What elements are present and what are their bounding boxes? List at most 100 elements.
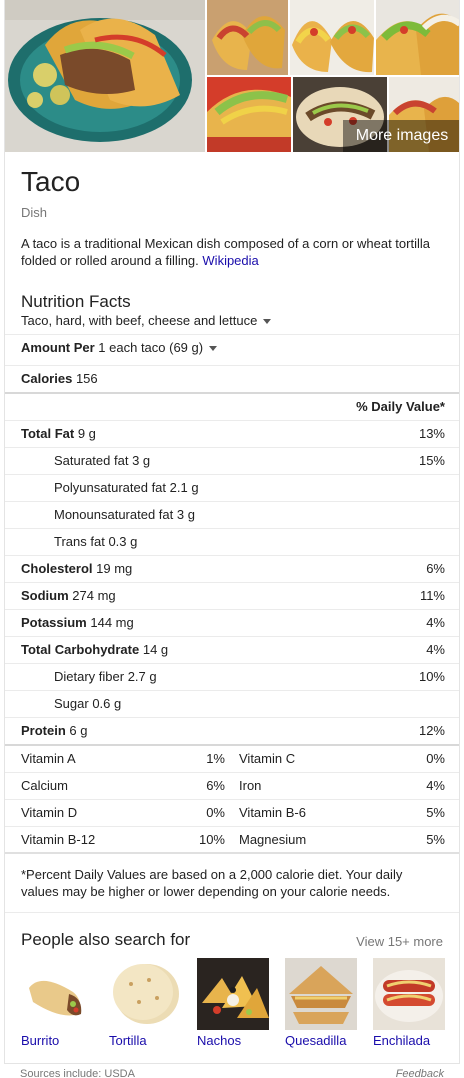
vitamin-row: Vitamin A 1% Vitamin C 0%	[5, 744, 459, 771]
more-images-button[interactable]: More images	[343, 120, 459, 152]
quesadilla-image	[285, 958, 357, 1030]
nutrient-label: Trans fat	[54, 534, 105, 549]
people-also-search-title: People also search for	[21, 930, 191, 949]
nutrient-row-total-carbohydrate: Total Carbohydrate 14 g 4%	[5, 636, 459, 663]
nutrient-value: 144 mg	[90, 615, 134, 630]
related-item-name: Enchilada	[373, 1033, 431, 1048]
nutrient-value: 2.1 g	[169, 480, 199, 495]
nutrient-pct: 13%	[418, 426, 445, 441]
nutrient-value: 2.7 g	[127, 669, 157, 684]
entity-subtitle: Dish	[21, 205, 48, 220]
nutrient-row-dietary-fiber: Dietary fiber 2.7 g 10%	[5, 663, 459, 690]
nutrient-row-saturated-fat: Saturated fat 3 g 15%	[5, 447, 459, 474]
taco-thumbnail-1[interactable]	[207, 0, 288, 75]
taco-thumbnail-4[interactable]	[207, 77, 291, 152]
divider	[5, 912, 459, 913]
divider	[5, 852, 459, 854]
nutrient-pct: 11%	[419, 588, 445, 603]
nutrient-value: 0.6 g	[92, 696, 122, 711]
sources-note: Sources include: USDA	[20, 1068, 135, 1078]
nutrient-label: Cholesterol	[21, 561, 93, 576]
calories-row: Calories 156	[5, 365, 459, 392]
wikipedia-link[interactable]: Wikipedia	[202, 253, 259, 268]
food-item-selector[interactable]: Taco, hard, with beef, cheese and lettuc…	[21, 313, 272, 328]
taco-thumbnail-5[interactable]	[293, 77, 387, 152]
nutrient-label: Protein	[21, 723, 66, 738]
serving-size-value: 1 each taco (69 g)	[98, 340, 204, 355]
nutrient-pct: 15%	[418, 453, 445, 468]
vitamin-label: Vitamin B-12	[21, 832, 96, 847]
nutrient-pct: 12%	[418, 723, 445, 738]
nutrient-pct: 10%	[418, 669, 445, 684]
vitamin-pct: 5%	[426, 805, 445, 820]
nutrient-value: 19 mg	[96, 561, 133, 576]
vitamin-label: Vitamin C	[239, 751, 296, 766]
nutrient-label: Monounsaturated fat	[54, 507, 174, 522]
nutrition-facts-title: Nutrition Facts	[21, 292, 131, 311]
vitamin-pct: 10%	[198, 832, 225, 847]
vitamin-label: Vitamin B-6	[239, 805, 306, 820]
nutrient-row-sugar: Sugar 0.6 g	[5, 690, 459, 717]
serving-size-selector[interactable]: Amount Per 1 each taco (69 g)	[5, 334, 459, 361]
nutrient-row-potassium: Potassium 144 mg 4%	[5, 609, 459, 636]
nutrient-value: 6 g	[69, 723, 88, 738]
taco-main-image[interactable]	[5, 0, 205, 152]
taco-thumbnail-3[interactable]	[376, 0, 459, 75]
daily-value-footnote: *Percent Daily Values are based on a 2,0…	[21, 867, 403, 899]
nutrient-value: 9 g	[77, 426, 96, 441]
burrito-image	[21, 958, 93, 1030]
amount-per-label: Amount Per	[21, 340, 95, 355]
related-item-burrito[interactable]: Burrito	[21, 958, 94, 1048]
nutrient-label: Polyunsaturated fat	[54, 480, 167, 495]
nutrient-value: 274 mg	[72, 588, 116, 603]
entity-description: A taco is a traditional Mexican dish com…	[21, 235, 449, 269]
vitamin-pct: 0%	[206, 805, 225, 820]
vitamin-pct: 6%	[206, 778, 225, 793]
nutrient-value: 14 g	[142, 642, 169, 657]
nutrient-value: 3 g	[132, 453, 151, 468]
nutrient-label: Saturated fat	[54, 453, 129, 468]
chevron-down-icon	[209, 346, 218, 352]
related-item-enchilada[interactable]: Enchilada	[373, 958, 446, 1048]
nutrient-pct: 4%	[426, 615, 445, 630]
nutrient-row-polyunsaturated-fat: Polyunsaturated fat 2.1 g	[5, 474, 459, 501]
nutrient-row-sodium: Sodium 274 mg 11%	[5, 582, 459, 609]
calories-label: Calories	[21, 371, 73, 386]
vitamin-pct: 1%	[206, 751, 225, 766]
feedback-link[interactable]: Feedback	[395, 1068, 444, 1078]
nutrient-label: Sodium	[21, 588, 69, 603]
related-item-nachos[interactable]: Nachos	[197, 958, 270, 1048]
enchilada-image	[373, 958, 445, 1030]
related-item-name: Tortilla	[109, 1033, 147, 1048]
vitamin-label: Vitamin D	[21, 805, 78, 820]
nutrient-row-cholesterol: Cholesterol 19 mg 6%	[5, 555, 459, 582]
nutrient-label: Sugar	[54, 696, 89, 711]
nutrient-value: 0.3 g	[108, 534, 138, 549]
nutrient-label: Total Fat	[21, 426, 75, 441]
nutrient-row-total-fat: Total Fat 9 g 13%	[5, 420, 459, 447]
related-item-name: Quesadilla	[285, 1033, 347, 1048]
nachos-image	[197, 958, 269, 1030]
daily-value-header: % Daily Value*	[356, 399, 445, 414]
nutrient-row-protein: Protein 6 g 12%	[5, 717, 459, 744]
view-more-link[interactable]: View 15+ more	[356, 934, 443, 949]
vitamin-row: Calcium 6% Iron 4%	[5, 772, 459, 799]
vitamin-pct: 5%	[426, 832, 445, 847]
nutrient-value: 3 g	[176, 507, 195, 522]
knowledge-panel: More images Taco Dish A taco is a tradit…	[4, 0, 460, 1064]
vitamin-row: Vitamin D 0% Vitamin B-6 5%	[5, 799, 459, 826]
taco-thumbnail-6[interactable]	[389, 77, 459, 152]
vitamin-label: Vitamin A	[21, 751, 76, 766]
calories-value: 156	[75, 371, 98, 386]
related-item-quesadilla[interactable]: Quesadilla	[285, 958, 358, 1048]
food-item-label: Taco, hard, with beef, cheese and lettuc…	[21, 313, 258, 328]
related-item-tortilla[interactable]: Tortilla	[109, 958, 182, 1048]
taco-thumbnail-2[interactable]	[290, 0, 374, 75]
nutrient-pct: 6%	[426, 561, 445, 576]
vitamin-label: Iron	[239, 778, 262, 793]
tortilla-image	[109, 958, 181, 1030]
nutrient-label: Total Carbohydrate	[21, 642, 140, 657]
image-gallery: More images	[5, 0, 459, 152]
vitamin-label: Calcium	[21, 778, 68, 793]
nutrient-row-trans-fat: Trans fat 0.3 g	[5, 528, 459, 555]
